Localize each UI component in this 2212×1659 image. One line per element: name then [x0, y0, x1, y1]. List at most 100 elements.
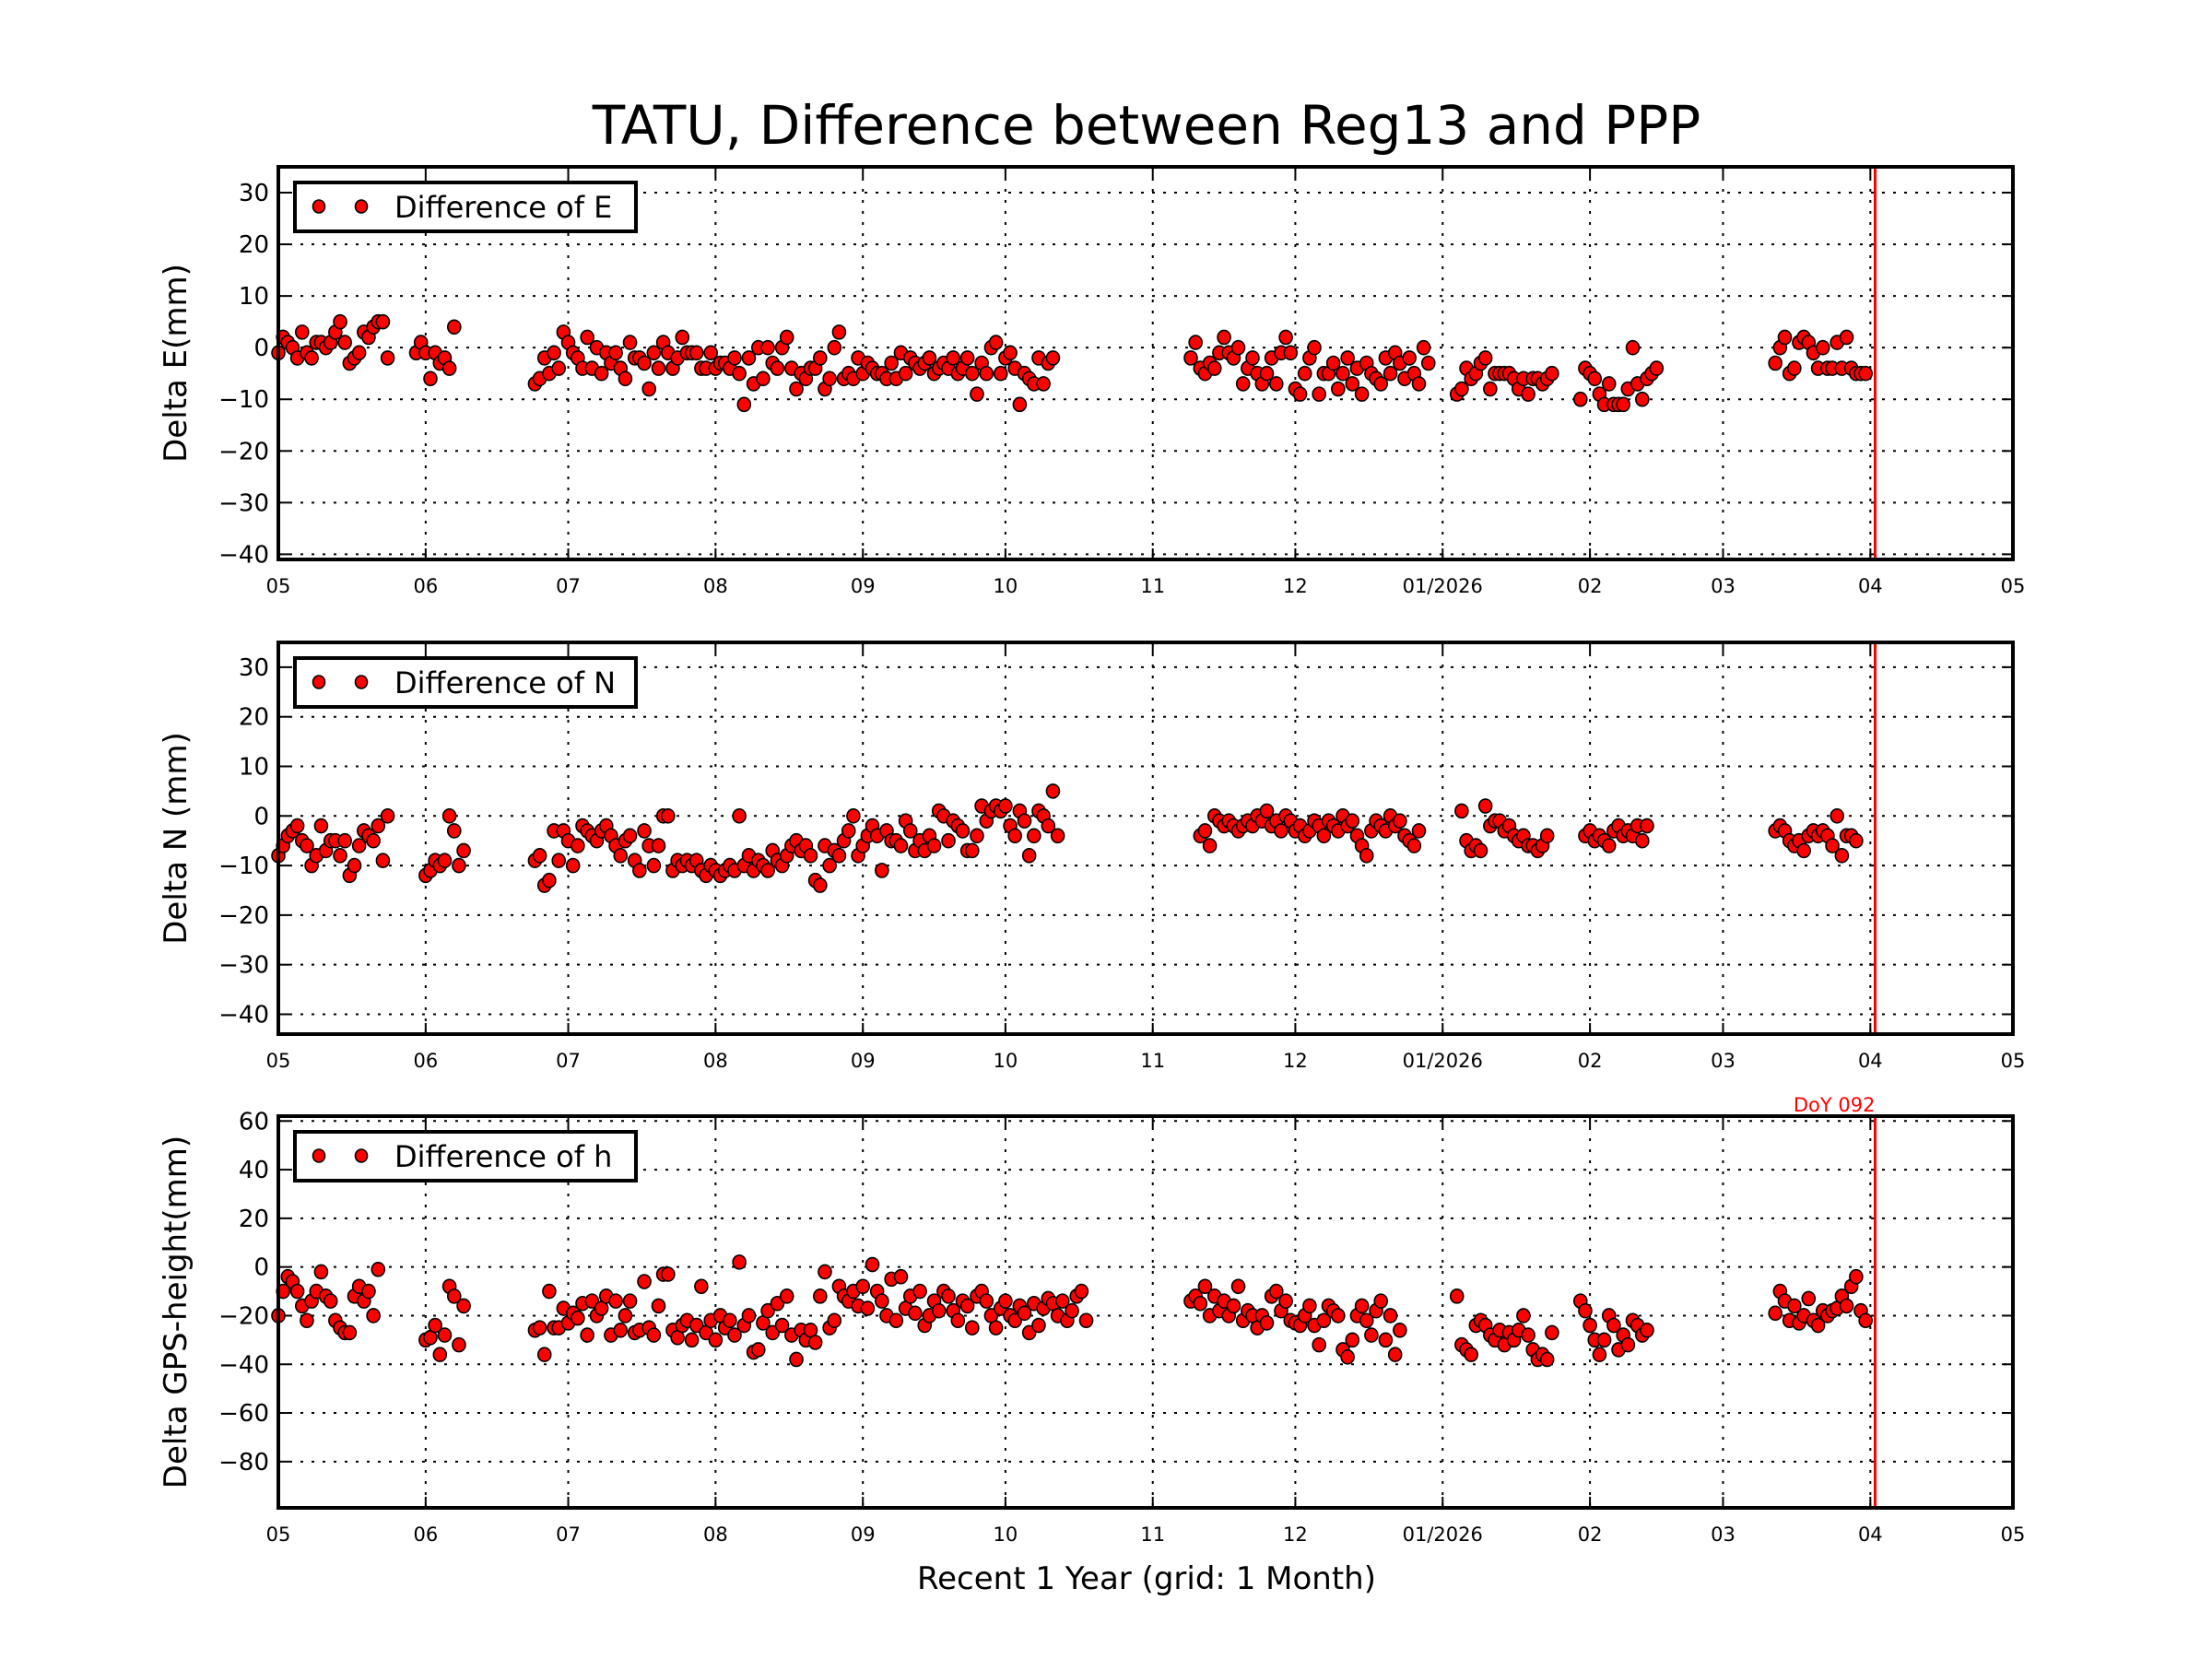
data-point: [827, 1312, 842, 1329]
y-tick-label: 40: [239, 1157, 269, 1184]
x-tick-label: 08: [703, 575, 728, 597]
data-point: [1477, 350, 1493, 366]
data-point: [1259, 803, 1275, 819]
data-point: [1649, 360, 1665, 376]
data-point: [565, 857, 581, 874]
legend-marker: [354, 199, 369, 214]
panel-east: 30 20 10 0 −10 −20 −30 −40 05 06 07 08 09 10 11 12 01/20…: [158, 165, 2025, 597]
reference-line-label: DoY 092: [1794, 1094, 1876, 1116]
data-point: [637, 1274, 652, 1289]
data-point: [1312, 1336, 1326, 1353]
data-point: [437, 853, 453, 869]
data-point: [1521, 1327, 1535, 1343]
data-point: [779, 329, 794, 346]
data-point: [1021, 1324, 1037, 1341]
data-point: [703, 345, 719, 361]
x-tick-label: 04: [1858, 1524, 1883, 1546]
data-point: [1810, 1317, 1826, 1334]
data-point: [1017, 813, 1032, 829]
x-tick-label: 05: [2001, 1524, 2026, 1546]
legend: Difference of N: [293, 656, 638, 709]
x-tick-label: 01/2026: [1403, 1050, 1483, 1072]
data-point: [779, 1288, 794, 1304]
data-point: [1787, 1298, 1802, 1314]
data-point: [1359, 1312, 1374, 1329]
x-tick-label: 05: [266, 1050, 291, 1072]
data-point: [765, 1324, 781, 1341]
y-tick-label: 10: [239, 753, 269, 781]
data-point: [651, 838, 666, 853]
data-point: [632, 863, 647, 878]
data-point: [347, 857, 362, 874]
data-point: [1406, 838, 1422, 853]
data-point: [456, 1298, 471, 1314]
data-point: [902, 823, 918, 839]
axes-frame: [276, 641, 2015, 1036]
data-point: [1849, 1268, 1864, 1285]
data-point: [651, 1298, 666, 1314]
data-point: [908, 1305, 923, 1322]
data-point: [371, 1262, 386, 1277]
data-point: [1592, 1347, 1607, 1362]
data-point: [865, 1256, 880, 1273]
data-point: [988, 1320, 1004, 1335]
x-tick-label: 03: [1711, 1524, 1735, 1546]
data-point: [551, 360, 567, 376]
data-point: [1359, 848, 1374, 864]
axes-frame: [276, 165, 2015, 561]
data-point: [1625, 339, 1641, 356]
data-point: [822, 371, 837, 387]
data-point: [1027, 828, 1041, 844]
data-point: [1217, 329, 1231, 346]
data-point: [813, 1288, 828, 1304]
data-point: [337, 335, 352, 350]
data-point: [1449, 1288, 1465, 1304]
x-tick-label: 08: [703, 1524, 728, 1546]
data-point: [446, 823, 462, 839]
data-point: [452, 1336, 466, 1353]
data-point: [1340, 350, 1355, 366]
data-point: [1036, 376, 1051, 392]
panel-height: 60 40 20 0 −20 −40 −60 −80 05 06 07 08 09 10 11 12 01/20…: [158, 1094, 2025, 1546]
data-point: [1601, 838, 1617, 853]
data-point: [646, 345, 662, 361]
y-tick-label: 30: [239, 180, 269, 207]
data-point: [1777, 329, 1793, 346]
data-point: [1045, 783, 1061, 799]
y-tick-label: −20: [218, 1302, 269, 1330]
y-tick-label: −60: [218, 1400, 269, 1428]
data-point: [732, 365, 747, 382]
data-point: [1411, 376, 1427, 392]
data-point: [375, 313, 391, 330]
data-point: [580, 1327, 594, 1343]
data-point: [884, 355, 899, 371]
data-point: [323, 1293, 338, 1309]
data-point: [760, 1302, 775, 1319]
data-point: [1521, 386, 1535, 402]
data-point: [1335, 365, 1350, 382]
data-point: [988, 335, 1004, 350]
data-point: [1325, 355, 1341, 371]
data-point: [532, 848, 547, 864]
data-point: [893, 1268, 909, 1285]
y-tick-label: −30: [218, 952, 269, 980]
data-point: [1307, 339, 1322, 356]
y-tick-label: −40: [218, 1001, 269, 1029]
data-point: [970, 386, 984, 402]
y-tick-label: 0: [253, 1254, 269, 1282]
x-tick-label: 07: [556, 1050, 581, 1072]
data-point: [613, 848, 629, 864]
data-point: [584, 1293, 600, 1309]
data-point: [1477, 798, 1493, 814]
data-point: [1606, 1317, 1621, 1334]
data-point: [774, 1317, 790, 1334]
data-point: [803, 848, 818, 864]
data-point: [1464, 1347, 1478, 1362]
data-point: [571, 1310, 585, 1326]
y-tick-label: 60: [239, 1108, 269, 1135]
data-point: [1188, 335, 1203, 350]
data-point: [875, 863, 889, 878]
y-tick-label: −40: [218, 1351, 269, 1379]
data-point: [1787, 360, 1802, 376]
data-point: [941, 832, 956, 849]
